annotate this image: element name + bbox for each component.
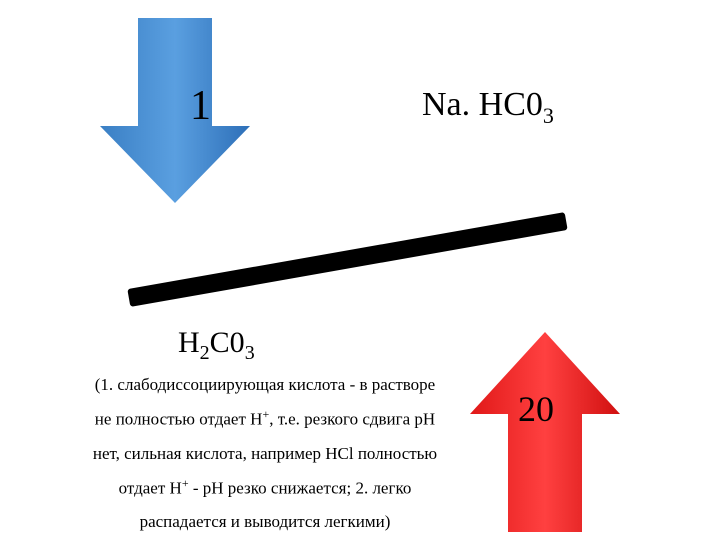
h2co3-h: H [178, 326, 200, 359]
nahco3-main: Na. HC0 [422, 86, 543, 123]
nahco3-sub: 3 [543, 103, 554, 128]
para-line4b: - pH резко снижается; 2. легко [189, 478, 412, 497]
seesaw-bar [125, 172, 570, 347]
para-line5: распадается и выводится легкими) [140, 512, 391, 531]
label-h2co3: H2C03 [178, 326, 255, 365]
para-line1: (1. слабодиссоциирующая кислота - в раст… [95, 375, 435, 394]
para-line4sup: + [182, 476, 189, 490]
red-up-arrow [470, 332, 620, 532]
label-nahco3: Na. HC03 [422, 86, 554, 129]
h2co3-sub3: 3 [245, 342, 255, 364]
h2co3-sub2: 2 [200, 342, 210, 364]
para-line2b: , т.е. резкого сдвига pH [269, 410, 435, 429]
para-line2a: не полностью отдает H [95, 410, 263, 429]
para-line3: нет, сильная кислота, например HCl полно… [93, 444, 437, 463]
para-line4a: отдает H [119, 478, 182, 497]
label-one: 1 [190, 82, 211, 130]
description-paragraph: (1. слабодиссоциирующая кислота - в раст… [55, 368, 475, 539]
h2co3-c: C0 [210, 326, 245, 359]
label-twenty: 20 [518, 388, 554, 430]
